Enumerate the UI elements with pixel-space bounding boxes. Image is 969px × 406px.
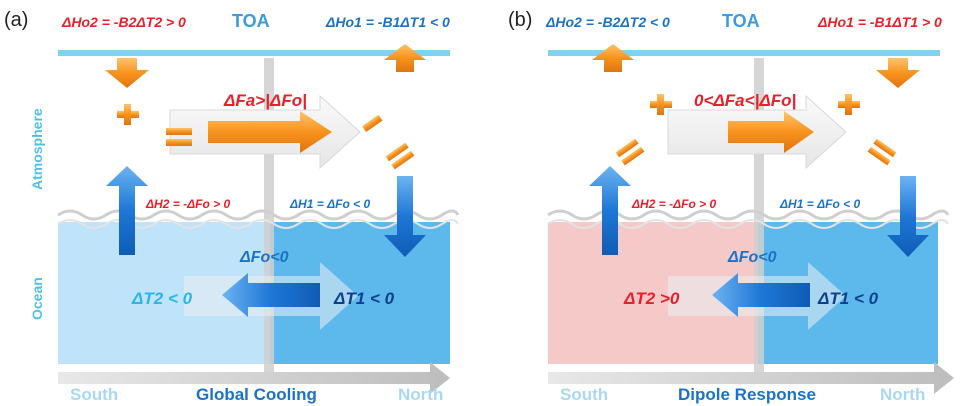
blue-up-arrow-b	[589, 166, 631, 255]
ho2-label-b: ΔHo2 = -B2ΔT2 < 0	[545, 14, 670, 30]
axis-arrow-a	[58, 362, 450, 394]
t2-label-b: ΔT2 >0	[623, 289, 680, 308]
toa-label-a: TOA	[232, 11, 270, 31]
equals-right-b	[867, 138, 897, 166]
ocean-blue-arrow-b	[712, 273, 810, 317]
h1-label-a: ΔH1 = ΔFo < 0	[289, 197, 370, 211]
panel-b: (b) TOA South North Dipole Response ΔHo2…	[508, 9, 954, 404]
minus-north-a	[362, 114, 383, 133]
axis-arrow-b	[548, 362, 954, 394]
panel-a: (a) TOA Atmosphere Ocean South North Glo…	[4, 9, 460, 404]
toa-label-b: TOA	[722, 11, 760, 31]
orange-up-arrow-a	[384, 44, 426, 72]
fo-label-b: ΔFo<0	[727, 249, 777, 266]
blue-down-arrow-a	[384, 176, 426, 257]
blue-down-arrow-b	[887, 176, 929, 257]
orange-down-arrow-a	[105, 58, 149, 88]
north-label-a: North	[398, 385, 443, 404]
tag-a: (a)	[4, 9, 28, 31]
t1-label-b: ΔT1 < 0	[817, 289, 879, 308]
orange-down-arrow-b	[876, 58, 920, 88]
plus-right-b-v	[845, 94, 852, 115]
south-label-b: South	[560, 385, 608, 404]
title-a: Global Cooling	[196, 385, 317, 404]
h2-label-a: ΔH2 = -ΔFo > 0	[145, 197, 230, 211]
toa-line-a	[58, 50, 450, 56]
atmosphere-label: Atmosphere	[29, 108, 45, 190]
fa-label-b: 0<ΔFa<|ΔFo|	[694, 91, 796, 110]
atm-orange-arrow-a	[208, 111, 332, 153]
h1-label-b: ΔH1 = ΔFo < 0	[779, 197, 860, 211]
ho2-label-a: ΔHo2 = -B2ΔT2 > 0	[61, 14, 186, 30]
south-label-a: South	[70, 385, 118, 404]
blue-up-arrow-a	[106, 166, 148, 255]
equals-a-1	[166, 128, 192, 135]
t1-label-a: ΔT1 < 0	[333, 289, 395, 308]
tag-b: (b)	[508, 9, 532, 31]
plus-south-a-v	[124, 104, 131, 125]
plus-left-b-v	[657, 94, 664, 115]
north-label-b: North	[880, 385, 925, 404]
t2-label-a: ΔT2 < 0	[131, 289, 193, 308]
h2-label-b: ΔH2 = -ΔFo > 0	[631, 197, 716, 211]
equals-a-2	[166, 139, 192, 146]
divider-a	[264, 58, 274, 376]
ocean-blue-arrow-a	[222, 273, 320, 317]
fo-label-a: ΔFo<0	[239, 249, 289, 266]
equals-north-a	[385, 142, 415, 170]
fa-label-a: ΔFa>|ΔFo|	[223, 91, 307, 110]
orange-up-arrow-b	[592, 44, 634, 72]
toa-line-b	[548, 50, 940, 56]
title-b: Dipole Response	[678, 385, 816, 404]
divider-b	[754, 58, 764, 376]
ocean-label: Ocean	[29, 277, 45, 320]
ho1-label-b: ΔHo1 = -B1ΔT1 > 0	[817, 14, 942, 30]
ho1-label-a: ΔHo1 = -B1ΔT1 < 0	[325, 14, 450, 30]
atm-orange-arrow-b	[728, 111, 814, 153]
equals-left-b	[615, 138, 645, 166]
